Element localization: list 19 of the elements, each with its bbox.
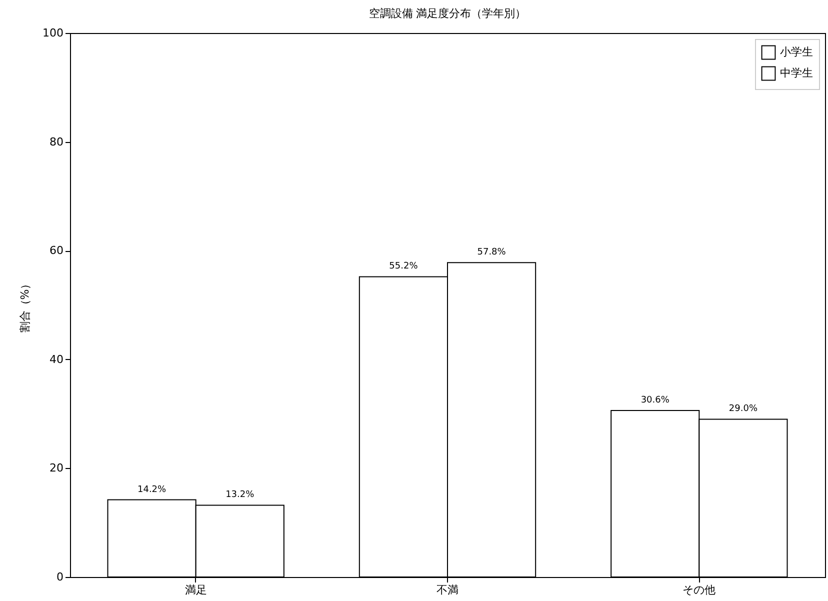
data-label: 57.8% bbox=[477, 248, 506, 258]
chart-title: 空調設備 満足度分布（学年別） bbox=[368, 7, 526, 20]
data-label: 55.2% bbox=[389, 262, 418, 272]
legend-label: 小学生 bbox=[780, 46, 813, 58]
x-tick-label: その他 bbox=[682, 584, 716, 596]
legend-label: 中学生 bbox=[780, 66, 813, 80]
y-tick-label: 20 bbox=[50, 462, 64, 475]
y-tick-label: 0 bbox=[56, 570, 64, 584]
x-tick-label: 不満 bbox=[436, 584, 458, 596]
data-label: 14.2% bbox=[137, 484, 167, 495]
data-label: 29.0% bbox=[728, 404, 758, 414]
x-tick-label: 満足 bbox=[184, 584, 207, 596]
y-tick-label: 80 bbox=[50, 135, 64, 148]
y-axis-title: 割合（%） bbox=[18, 278, 32, 333]
y-tick-label: 60 bbox=[50, 244, 64, 258]
data-label: 30.6% bbox=[640, 396, 670, 406]
y-tick-label: 40 bbox=[50, 352, 64, 366]
y-tick-label: 100 bbox=[42, 26, 64, 40]
data-label: 13.2% bbox=[226, 490, 255, 500]
